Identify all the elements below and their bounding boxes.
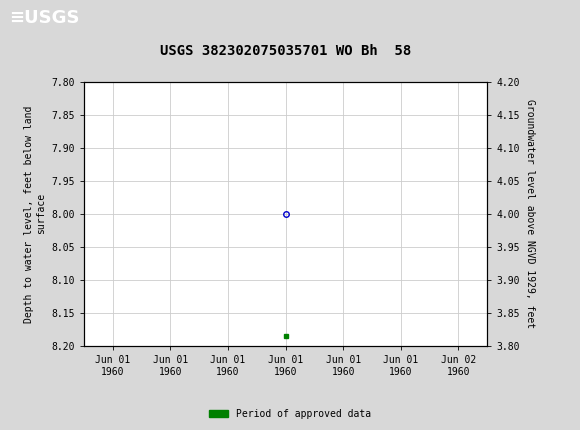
Legend: Period of approved data: Period of approved data bbox=[205, 405, 375, 423]
Y-axis label: Depth to water level, feet below land
surface: Depth to water level, feet below land su… bbox=[24, 105, 46, 322]
Text: USGS 382302075035701 WO Bh  58: USGS 382302075035701 WO Bh 58 bbox=[160, 44, 411, 58]
Text: ≡USGS: ≡USGS bbox=[9, 9, 79, 27]
Y-axis label: Groundwater level above NGVD 1929, feet: Groundwater level above NGVD 1929, feet bbox=[525, 99, 535, 329]
